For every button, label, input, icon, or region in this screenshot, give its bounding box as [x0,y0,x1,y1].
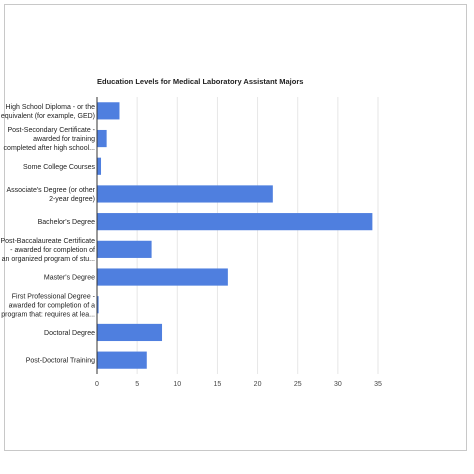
bar [97,240,152,258]
category-label: Post-Doctoral Training [26,358,95,365]
x-tick-label: 35 [374,381,382,388]
category-label: Doctoral Degree [44,330,95,337]
x-tick-label: 30 [334,381,342,388]
x-tick-label: 25 [294,381,302,388]
chart-title: Education Levels for Medical Laboratory … [97,77,303,86]
bar [97,157,102,175]
category-label: Post-Baccalaureate Certificate - awarded … [0,238,95,263]
category-label: High School Diploma - or the equivalent (… [1,104,95,120]
category-label: Bachelor's Degree [38,219,95,226]
category-label: Post-Secondary Certificate -awarded for … [4,127,96,152]
x-tick-label: 0 [95,381,99,388]
bar [97,351,147,369]
bars [97,102,373,369]
bar [97,296,99,314]
x-tick-label: 5 [135,381,139,388]
bar [97,185,273,203]
x-axis-ticks: 0 5 10 15 20 25 30 35 [95,381,382,388]
category-label: First Professional Degree -awarded for c… [1,293,95,318]
bar [97,268,228,286]
category-label: Master's Degree [44,275,95,282]
bar [97,102,120,120]
x-tick-label: 20 [254,381,262,388]
category-label: Some College Courses [23,164,95,171]
x-tick-label: 10 [173,381,181,388]
gridlines [136,97,379,374]
category-label: Associate's Degree (or other 2-year degre… [7,187,96,203]
bar [97,323,163,342]
bar [97,213,373,231]
x-tick-label: 15 [214,381,222,388]
category-labels: High School Diploma - or the equivalent (… [0,104,95,365]
bar [97,129,107,148]
